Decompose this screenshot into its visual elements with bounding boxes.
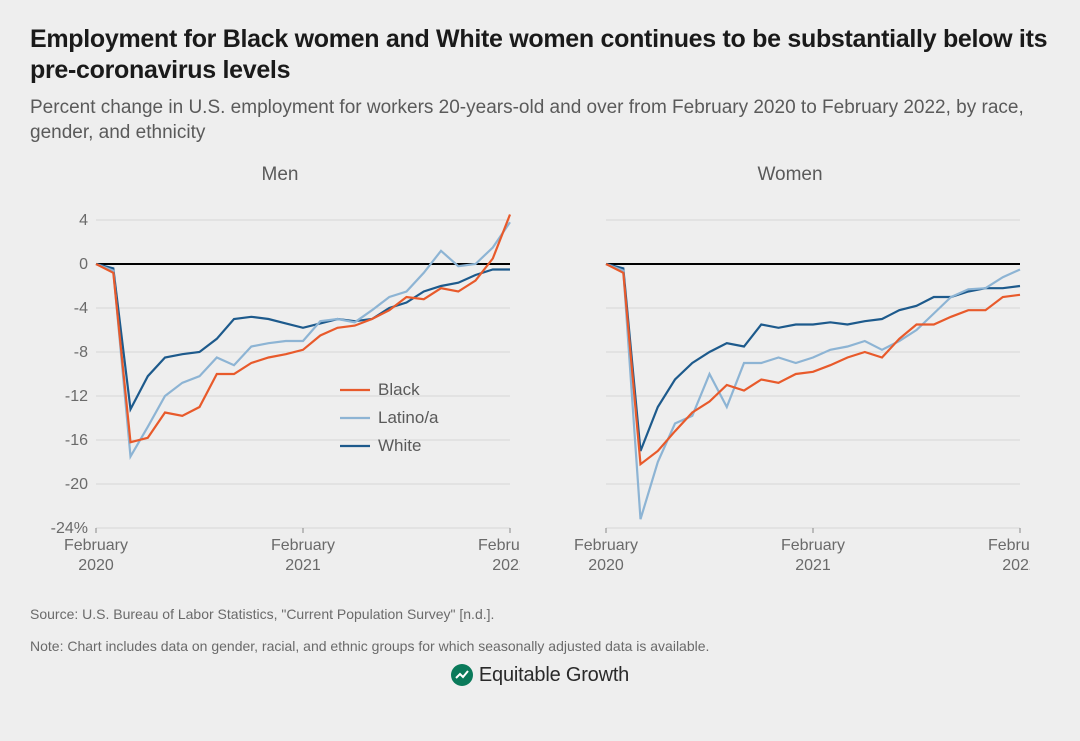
xtick-label: 2022 <box>1002 557 1030 574</box>
xtick-label: 2022 <box>492 557 520 574</box>
brand-logo-icon <box>451 664 473 686</box>
panel-title-men: Men <box>40 164 520 186</box>
ytick-label: -12 <box>65 388 88 405</box>
chart-svg-women: February 2020 February 2021 February 2022 <box>550 188 1030 588</box>
panel-women: Women February 2020 February 2021 February 20… <box>550 164 1030 593</box>
chart-subtitle: Percent change in U.S. employment for wo… <box>30 95 1050 146</box>
legend-label: White <box>378 436 421 455</box>
ytick-label: -24% <box>51 520 88 537</box>
source-text: Source: U.S. Bureau of Labor Statistics,… <box>30 603 1050 625</box>
xtick-label: February <box>64 537 128 554</box>
series-white <box>96 264 510 409</box>
ytick-label: -16 <box>65 432 88 449</box>
ytick-label: -20 <box>65 476 88 493</box>
xtick-label: 2020 <box>588 557 624 574</box>
note-text: Note: Chart includes data on gender, rac… <box>30 635 1050 657</box>
xtick-label: February <box>781 537 845 554</box>
legend-label: Latino/a <box>378 408 439 427</box>
ytick-label: -4 <box>74 300 88 317</box>
chart-svg-men: -24% -20 -16 -12 -8 -4 0 4 February 2020 February 2… <box>40 188 520 588</box>
xtick-label: February <box>478 537 520 554</box>
xtick-label: 2021 <box>795 557 831 574</box>
brand-text: Equitable Growth <box>479 664 629 687</box>
xtick-label: 2021 <box>285 557 321 574</box>
panel-title-women: Women <box>550 164 1030 186</box>
charts-row: Men -24%-20-16-12-8-404February2020Febru… <box>40 164 1050 593</box>
legend-label: Black <box>378 380 420 399</box>
ytick-label: -8 <box>74 344 88 361</box>
xtick-label: February <box>574 537 638 554</box>
xtick-label: 2020 <box>78 557 114 574</box>
brand: Equitable Growth <box>30 664 1050 687</box>
xtick-label: February <box>988 537 1030 554</box>
xtick-label: February <box>271 537 335 554</box>
panel-men: Men -24% -20 -16 -12 -8 -4 0 4 February 2020 Febru… <box>40 164 520 593</box>
ytick-label: 0 <box>79 256 88 273</box>
chart-title: Employment for Black women and White wom… <box>30 24 1050 87</box>
ytick-label: 4 <box>79 212 88 229</box>
